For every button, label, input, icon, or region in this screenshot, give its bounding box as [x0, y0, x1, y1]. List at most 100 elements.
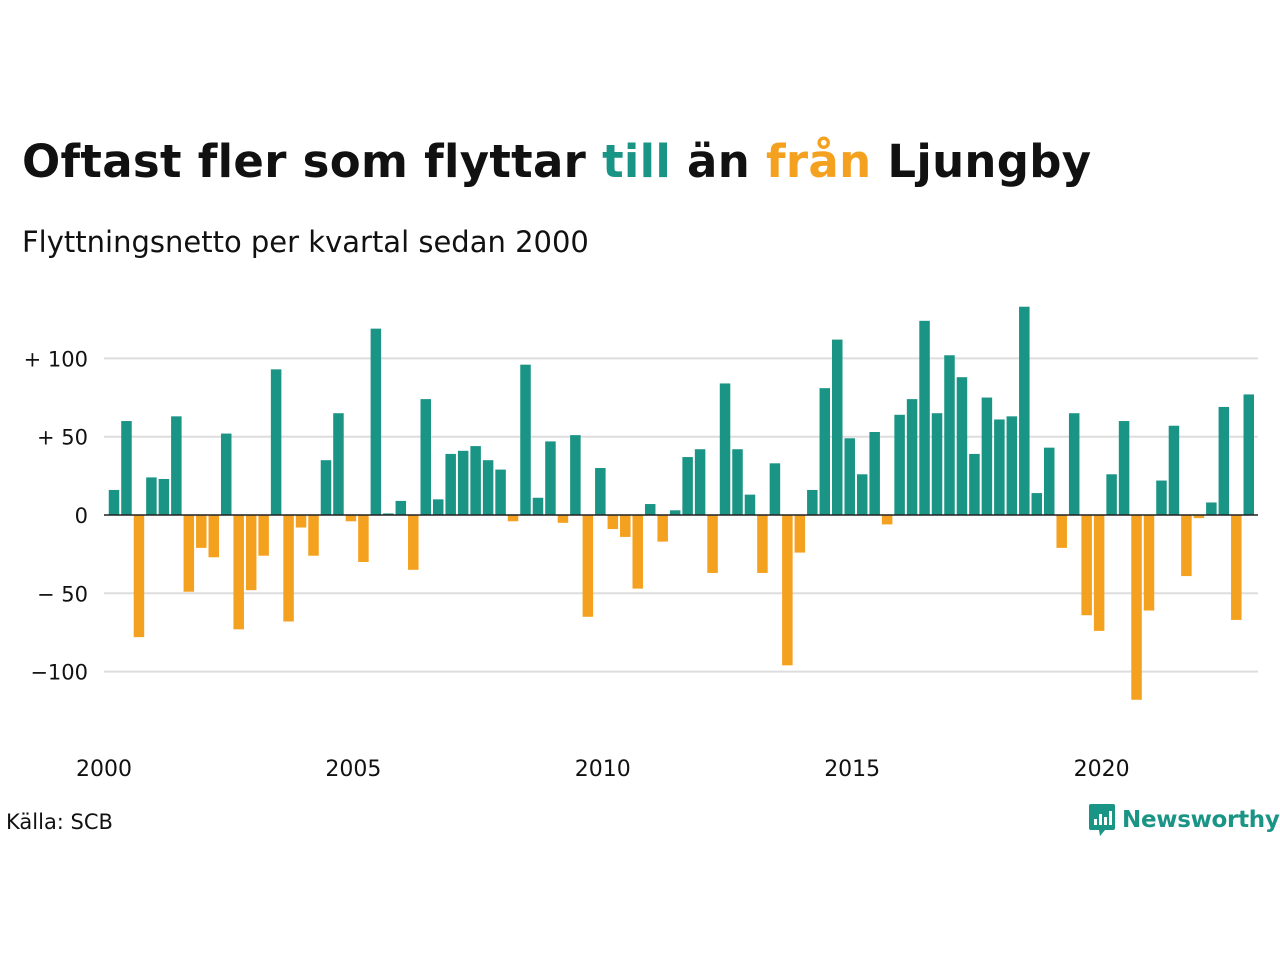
- bar: [158, 478, 170, 515]
- y-tick-label: −100: [30, 661, 88, 685]
- logo-text: Newsworthy: [1122, 807, 1280, 833]
- bar: [969, 453, 980, 515]
- bar: [1206, 502, 1217, 515]
- bar: [956, 377, 968, 515]
- x-tick-label: 2010: [575, 757, 631, 782]
- bar: [557, 515, 569, 523]
- bar: [532, 497, 544, 515]
- bar: [757, 515, 768, 573]
- bar: [1193, 515, 1205, 519]
- bar: [807, 489, 818, 515]
- bar: [1019, 306, 1030, 515]
- bar: [719, 383, 731, 515]
- bar: [545, 441, 556, 515]
- bar: [669, 510, 681, 515]
- bar: [233, 515, 244, 630]
- y-tick-label: 0: [75, 504, 88, 528]
- bar: [283, 515, 294, 622]
- bar: [881, 515, 893, 525]
- bar: [894, 414, 905, 515]
- bar: [1106, 474, 1117, 515]
- bar: [146, 477, 157, 515]
- bar: [383, 513, 394, 515]
- bar: [1093, 515, 1105, 631]
- bar: [1056, 515, 1067, 548]
- bar: [919, 320, 930, 515]
- bar: [582, 515, 594, 617]
- bar: [520, 364, 531, 515]
- bar: [832, 339, 843, 515]
- bar: [1231, 515, 1242, 620]
- bar: [482, 460, 494, 515]
- bar: [345, 515, 357, 522]
- bar: [682, 457, 693, 515]
- bar: [196, 515, 207, 548]
- bar: [1031, 493, 1043, 515]
- bar: [657, 515, 668, 542]
- bar: [1181, 515, 1192, 577]
- bar: [744, 494, 756, 515]
- source-label: Källa: SCB: [6, 810, 113, 834]
- bar: [432, 499, 444, 515]
- bar: [171, 416, 182, 515]
- bar: [769, 463, 781, 515]
- bar: [869, 432, 880, 515]
- bar: [620, 515, 631, 537]
- bar: [1081, 515, 1092, 616]
- x-tick-label: 2000: [76, 757, 132, 782]
- bar: [1118, 421, 1130, 515]
- bar: [981, 397, 993, 515]
- title-word-till: till: [602, 135, 672, 188]
- bar: [570, 435, 581, 515]
- bar: [445, 453, 456, 515]
- title-part-3: Ljungby: [871, 135, 1092, 188]
- bar: [1218, 406, 1230, 515]
- bar: [1168, 425, 1180, 515]
- x-tick-label: 2015: [824, 757, 880, 782]
- bar: [694, 449, 706, 515]
- bar: [220, 433, 232, 515]
- x-tick-label: 2005: [325, 757, 381, 782]
- bar: [707, 515, 718, 573]
- bar: [333, 413, 344, 515]
- bar: [1143, 515, 1155, 611]
- bar: [457, 450, 469, 515]
- chart-subtitle: Flyttningsnetto per kvartal sedan 2000: [22, 225, 589, 259]
- bar: [320, 460, 332, 515]
- newsworthy-logo: Newsworthy: [1088, 803, 1280, 837]
- bar: [1006, 416, 1018, 515]
- bar: [208, 515, 220, 558]
- bar: [607, 515, 619, 530]
- bar: [1156, 480, 1167, 515]
- bar: [844, 438, 855, 515]
- title-word-fran: från: [766, 135, 872, 188]
- bar: [944, 355, 955, 515]
- bar: [906, 399, 918, 515]
- bar: [794, 515, 806, 553]
- bar: [258, 515, 269, 556]
- bar-chart: + 100 + 50 0 − 50 −100 2000 2005 2010 2015 2020: [24, 306, 1258, 782]
- bar: [270, 369, 282, 515]
- bar: [732, 449, 743, 515]
- x-tick-label: 2020: [1074, 757, 1130, 782]
- y-tick-label: + 50: [37, 426, 88, 450]
- bar: [632, 515, 643, 589]
- bar: [931, 413, 943, 515]
- bar: [1068, 413, 1080, 515]
- bar: [133, 515, 145, 638]
- bar: [245, 515, 257, 591]
- bar: [994, 419, 1005, 515]
- bar: [408, 515, 419, 570]
- chart-title: Oftast fler som flyttar till än från Lju…: [22, 132, 1091, 192]
- bar: [1131, 515, 1142, 700]
- bar: [395, 500, 407, 515]
- bar: [595, 468, 606, 515]
- bar: [1243, 394, 1255, 515]
- bar: [1044, 447, 1055, 515]
- chart-speech-bubble-icon: [1089, 804, 1115, 836]
- bar: [370, 328, 382, 515]
- bar: [308, 515, 319, 556]
- y-tick-label: + 100: [24, 347, 88, 371]
- bar: [495, 469, 506, 515]
- y-tick-label: − 50: [37, 582, 88, 606]
